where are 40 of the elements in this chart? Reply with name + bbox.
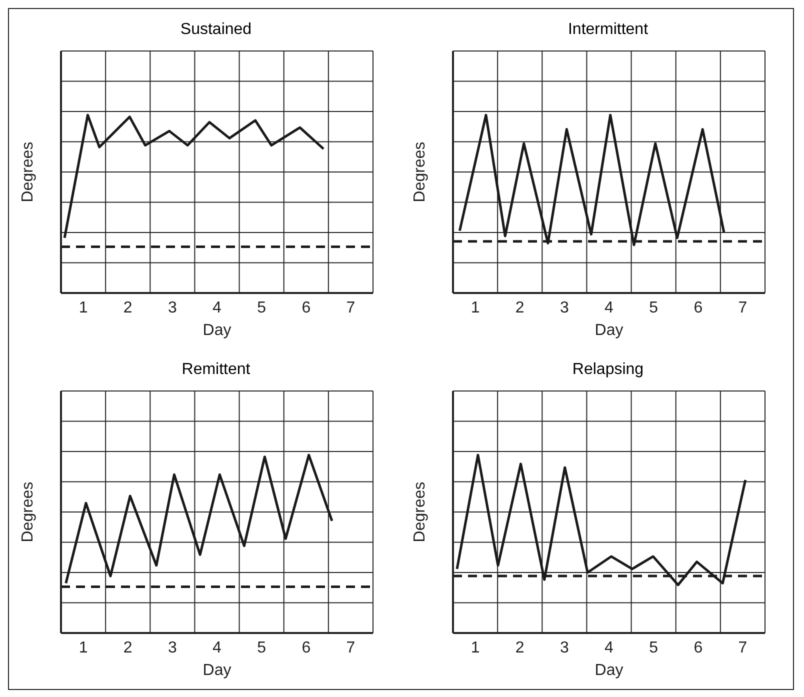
x-tick-label: 4	[604, 299, 614, 316]
y-axis-title: Degrees	[20, 142, 37, 202]
x-tick-label: 5	[649, 639, 658, 656]
y-axis-title: Degrees	[412, 142, 429, 202]
x-axis-title: Day	[594, 322, 624, 339]
x-tick-label: 2	[123, 639, 132, 656]
x-tick-label: 7	[346, 299, 356, 316]
x-tick-label: 5	[257, 299, 266, 316]
x-tick-label: 4	[604, 639, 614, 656]
x-tick-label: 6	[694, 639, 703, 656]
x-tick-label: 5	[649, 299, 658, 316]
x-tick-label: 2	[123, 299, 132, 316]
x-tick-label: 2	[515, 299, 524, 316]
x-tick-label: 7	[346, 639, 356, 656]
chart-title: Sustained	[179, 21, 253, 39]
x-tick-label: 2	[515, 639, 524, 656]
chart-title: Intermittent	[566, 21, 650, 39]
x-tick-label: 4	[212, 639, 222, 656]
y-axis-title: Degrees	[20, 482, 37, 542]
y-axis-title: Degrees	[412, 482, 429, 542]
x-tick-label: 3	[168, 639, 177, 656]
chart-title: Remittent	[180, 361, 252, 379]
x-tick-label: 3	[560, 639, 569, 656]
chart-title: Relapsing	[571, 361, 645, 379]
x-tick-label: 6	[302, 639, 311, 656]
x-tick-label: 7	[738, 299, 748, 316]
x-tick-label: 7	[738, 639, 748, 656]
x-tick-label: 5	[257, 639, 266, 656]
x-tick-label: 6	[302, 299, 311, 316]
x-tick-label: 3	[168, 299, 177, 316]
x-axis-title: Day	[202, 322, 232, 339]
x-tick-label: 6	[694, 299, 703, 316]
x-tick-label: 1	[78, 299, 88, 316]
x-axis-title: Day	[594, 662, 624, 679]
x-tick-label: 3	[560, 299, 569, 316]
x-tick-label: 1	[470, 299, 480, 316]
x-axis-title: Day	[202, 662, 232, 679]
x-tick-label: 1	[470, 639, 480, 656]
x-tick-label: 1	[78, 639, 88, 656]
x-tick-label: 4	[212, 299, 222, 316]
